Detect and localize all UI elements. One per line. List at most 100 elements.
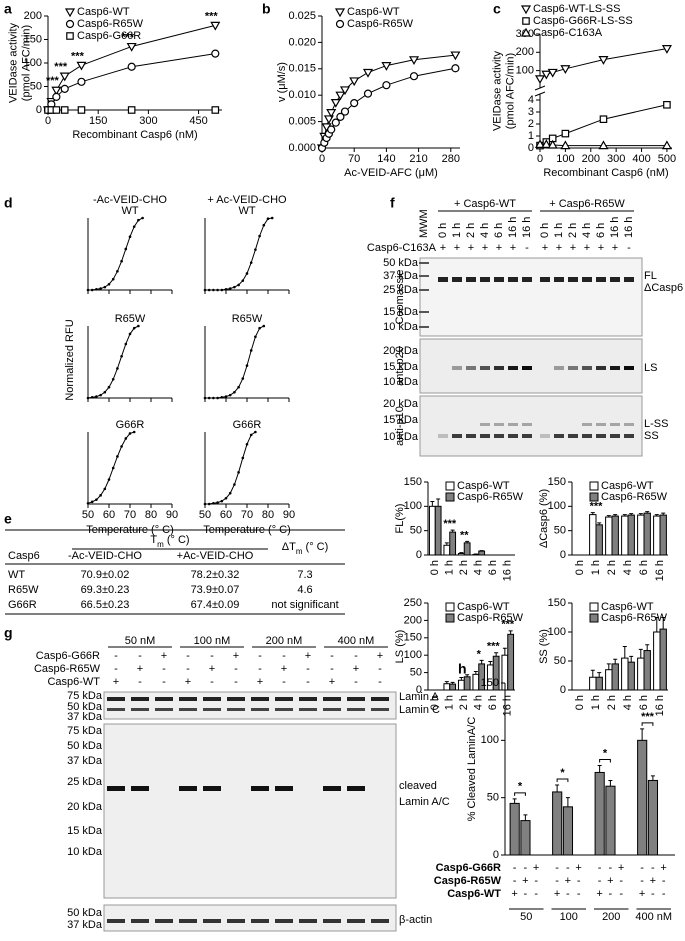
error-bar	[430, 500, 435, 507]
legend-symbol	[445, 613, 455, 623]
data-point	[116, 455, 119, 458]
error-bar	[661, 617, 666, 630]
x-tick-label: 0 h	[574, 695, 586, 710]
annotation: ***	[205, 10, 219, 22]
y-axis-label: LS (%)	[394, 630, 406, 664]
sign: +	[639, 888, 645, 900]
data-point	[99, 393, 102, 397]
kda-label: 37 kDa	[383, 270, 419, 282]
data-point	[90, 500, 94, 504]
marker	[76, 61, 87, 71]
x-tick-label: 70	[241, 509, 253, 521]
lane-label: 16 h	[521, 217, 533, 238]
sign: -	[330, 650, 334, 662]
data-point	[224, 395, 228, 398]
table-cell: 73.9±0.07	[191, 584, 240, 596]
lane-label: 6 h	[493, 223, 505, 238]
error-bar	[606, 515, 611, 518]
sign: +	[511, 888, 517, 900]
x-tick-label: 300	[607, 153, 625, 165]
band	[452, 277, 462, 282]
table-group-header: Tm (° C)	[150, 534, 189, 549]
sign: +	[584, 242, 590, 254]
panel-label: d	[4, 195, 13, 211]
band	[582, 366, 592, 370]
band	[508, 423, 518, 426]
ladder-band	[419, 275, 429, 277]
kda-label: 50 kDa	[67, 701, 103, 713]
annotation: ***	[443, 518, 457, 530]
band-label: SS	[644, 430, 659, 442]
annotation: *	[603, 747, 608, 759]
kda-label: 15 kDa	[383, 414, 419, 426]
data-point	[224, 287, 228, 291]
y-tick-label: 150	[404, 632, 422, 644]
band	[203, 919, 221, 923]
annotation: **	[460, 529, 469, 541]
series-line	[539, 104, 668, 147]
band	[155, 708, 173, 711]
bar	[520, 820, 531, 856]
bar	[589, 514, 597, 556]
data-point	[132, 326, 136, 330]
band	[371, 708, 389, 711]
error-bar	[473, 671, 478, 675]
column-title: + Ac-VEID-CHO	[207, 194, 287, 206]
band	[554, 366, 564, 370]
band	[568, 277, 578, 282]
data-point	[228, 393, 232, 397]
data-point	[245, 364, 249, 367]
band	[107, 697, 125, 701]
data-point	[233, 285, 236, 289]
data-point	[90, 395, 94, 399]
data-point	[254, 248, 257, 251]
marker	[349, 77, 360, 87]
band	[323, 786, 341, 791]
marker	[326, 109, 337, 118]
sign: +	[612, 242, 618, 254]
band-label: FL	[644, 270, 657, 282]
x-tick-label: 200	[582, 153, 600, 165]
marker	[335, 91, 346, 101]
data-point	[224, 496, 228, 500]
sign: +	[233, 650, 239, 662]
band	[275, 697, 293, 701]
row-label: Casp6-WT	[447, 888, 501, 900]
x-tick-label: 2 h	[458, 560, 470, 575]
y-tick-label: 0.020	[288, 36, 316, 48]
legend-label: Casp6-WT-LS-SS	[533, 3, 620, 15]
error-bar	[459, 552, 464, 554]
data-point	[241, 279, 245, 282]
lane-label: 4 h	[479, 223, 491, 238]
sign: +	[137, 663, 143, 675]
marker	[534, 75, 546, 85]
band	[480, 434, 490, 438]
bar	[509, 802, 520, 856]
significance-bracket	[641, 722, 654, 726]
y-tick-label: 0.005	[288, 116, 316, 128]
sign: -	[378, 676, 382, 688]
error-bar	[640, 728, 645, 741]
marker	[541, 70, 552, 80]
band	[554, 434, 564, 438]
band	[107, 919, 125, 923]
marker	[350, 99, 359, 108]
legend-symbol	[65, 19, 75, 29]
band	[508, 366, 518, 370]
data-point	[249, 433, 253, 437]
x-tick-label: 400	[632, 153, 650, 165]
band	[275, 786, 293, 791]
bar	[627, 661, 635, 691]
data-point	[99, 494, 102, 497]
bar	[647, 779, 659, 856]
band	[596, 277, 606, 282]
concentration: 50 nM	[125, 635, 156, 647]
y-tick-label: 200	[24, 10, 42, 22]
annotation: *	[477, 648, 482, 660]
sign: -	[513, 862, 517, 874]
band-label: L-SS	[644, 418, 668, 430]
data-point	[270, 216, 274, 220]
data-point	[216, 396, 219, 400]
sign: -	[258, 663, 262, 675]
marker	[59, 72, 70, 82]
